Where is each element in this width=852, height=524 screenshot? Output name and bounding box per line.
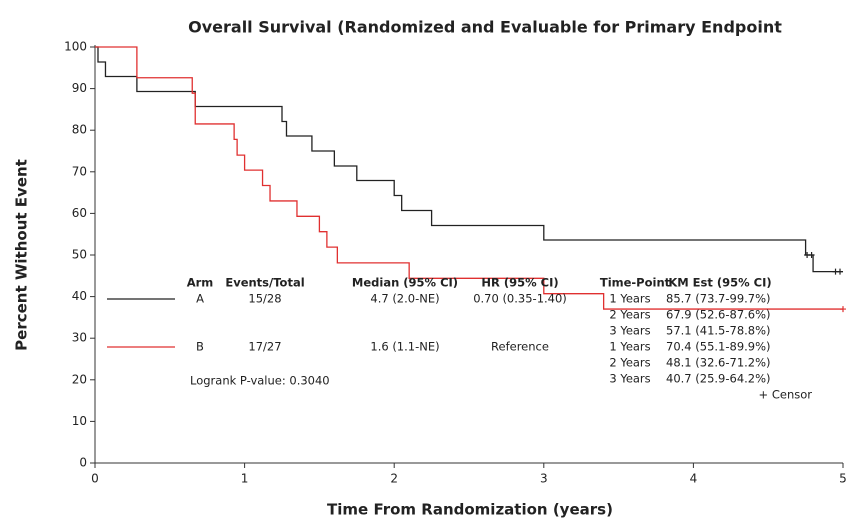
km-estimate: 70.4 (55.1-89.9%) [666,340,771,354]
time-point: 3 Years [609,372,650,386]
y-tick-label: 40 [72,289,87,303]
y-tick-label: 0 [79,456,87,470]
x-tick-label: 4 [690,472,698,486]
censor-mark [837,268,844,275]
events-total: 17/27 [248,340,281,354]
y-axis-label: Percent Without Event [13,159,31,351]
km-estimate: 57.1 (41.5-78.8%) [666,324,771,338]
x-tick-label: 2 [390,472,398,486]
y-tick-label: 20 [72,372,87,386]
median: 1.6 (1.1-NE) [370,340,439,354]
km-estimate: 48.1 (32.6-71.2%) [666,356,771,370]
y-tick-label: 100 [64,40,87,54]
y-tick-label: 80 [72,123,87,137]
table-header: Median (95% CI) [352,276,458,290]
time-point: 2 Years [609,356,650,370]
time-point: 2 Years [609,308,650,322]
y-tick-label: 50 [72,248,87,262]
y-tick-label: 60 [72,206,87,220]
table-header: Time-Point [600,276,671,290]
x-tick-label: 3 [540,472,548,486]
hazard-ratio: 0.70 (0.35-1.40) [473,292,567,306]
censor-legend: + Censor [759,388,813,402]
y-tick-label: 10 [72,414,87,428]
y-tick-label: 90 [72,81,87,95]
y-tick-label: 30 [72,331,87,345]
km-estimate: 85.7 (73.7-99.7%) [666,292,771,306]
plot-area [95,47,843,463]
x-tick-label: 0 [91,472,99,486]
censor-mark [840,306,846,313]
hazard-ratio: Reference [491,340,549,354]
x-tick-label: 1 [241,472,249,486]
time-point: 1 Years [609,292,650,306]
y-tick-label: 70 [72,164,87,178]
x-axis-label: Time From Randomization (years) [327,501,613,519]
median: 4.7 (2.0-NE) [370,292,439,306]
survival-curve [95,46,843,310]
km-estimate: 67.9 (52.6-87.6%) [666,308,771,322]
survival-curve [95,46,843,273]
censor-mark [808,252,815,258]
table-header: Arm [187,276,214,290]
table-header: KM Est (95% CI) [668,276,771,290]
events-total: 15/28 [248,292,281,306]
x-tick-label: 5 [839,472,847,486]
chart-title: Overall Survival (Randomized and Evaluab… [188,18,782,37]
table-header: HR (95% CI) [481,276,558,290]
logrank: Logrank P-value: 0.3040 [190,374,330,388]
table-header: Events/Total [225,276,304,290]
time-point: 1 Years [609,340,650,354]
arm-name: B [196,340,204,354]
arm-name: A [196,292,204,306]
time-point: 3 Years [609,324,650,338]
km-estimate: 40.7 (25.9-64.2%) [666,372,771,386]
